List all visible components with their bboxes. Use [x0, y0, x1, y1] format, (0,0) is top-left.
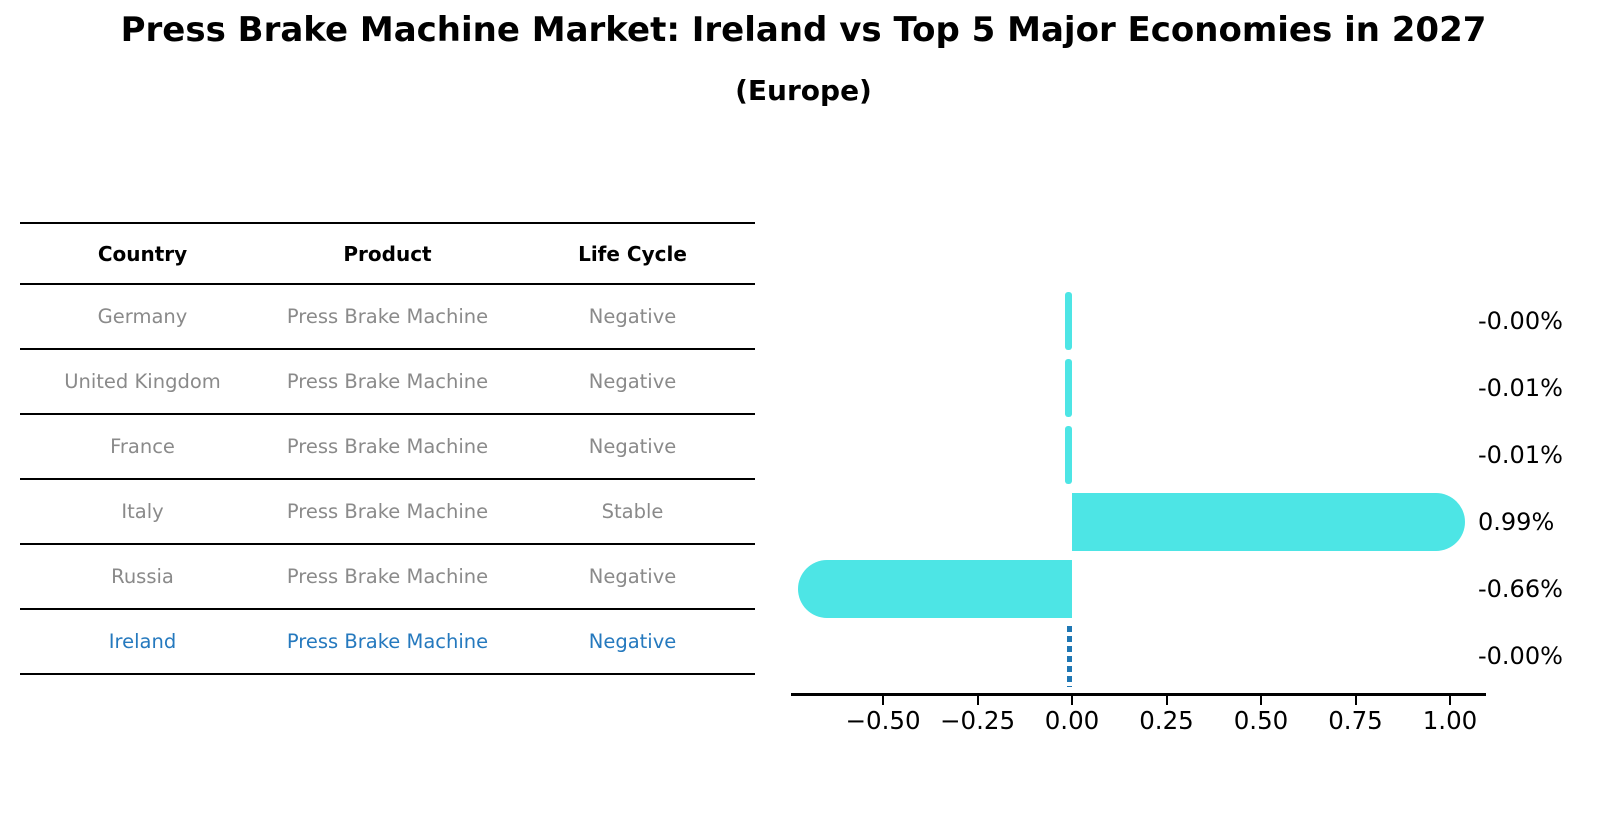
table-cell-country: Russia: [20, 544, 265, 610]
table-cell-product: Press Brake Machine: [265, 609, 510, 675]
table-row: Russia Press Brake Machine Negative: [20, 544, 755, 610]
bar-value-label: -0.00%: [1478, 306, 1563, 335]
x-axis: [791, 693, 1486, 696]
table-cell-product: Press Brake Machine: [265, 414, 510, 480]
table-body: Germany Press Brake Machine Negative United…: [20, 284, 755, 675]
table-cell-product: Press Brake Machine: [265, 284, 510, 350]
x-tick: [882, 696, 885, 705]
table-cell-country: Italy: [20, 479, 265, 545]
table-cell-country: Ireland: [20, 609, 265, 675]
table-cell-country: Germany: [20, 284, 265, 350]
table-cell-country: United Kingdom: [20, 349, 265, 415]
x-tick-label: −0.50: [845, 706, 921, 735]
x-tick: [976, 696, 979, 705]
table-cell-product: Press Brake Machine: [265, 544, 510, 610]
column-header: Country: [20, 223, 265, 285]
bar-value-label: -0.01%: [1478, 440, 1563, 469]
table-cell-life_cycle: Negative: [510, 544, 755, 610]
x-tick-label: 0.50: [1233, 706, 1289, 735]
x-tick: [1449, 696, 1452, 705]
column-header: Product: [265, 223, 510, 285]
table-cell-life_cycle: Negative: [510, 284, 755, 350]
bar-value-label: -0.01%: [1478, 373, 1563, 402]
bar: [1065, 358, 1072, 417]
table-header-row: Country Product Life Cycle: [20, 223, 755, 285]
table-cell-product: Press Brake Machine: [265, 479, 510, 545]
table-cell-life_cycle: Negative: [510, 609, 755, 675]
bar: [1072, 492, 1466, 551]
x-tick-label: 1.00: [1422, 706, 1478, 735]
country-table: Country Product Life Cycle Germany Press Br…: [20, 222, 755, 675]
bar: [797, 559, 1072, 618]
x-tick-label: 0.00: [1044, 706, 1100, 735]
table-cell-life_cycle: Stable: [510, 479, 755, 545]
table-cell-life_cycle: Negative: [510, 414, 755, 480]
bar-value-label: 0.99%: [1478, 507, 1555, 536]
x-tick-label: 0.25: [1139, 706, 1194, 735]
column-header: Life Cycle: [510, 223, 755, 285]
table-cell-country: France: [20, 414, 265, 480]
bar-value-label: -0.66%: [1478, 574, 1563, 603]
x-tick: [1260, 696, 1263, 705]
x-tick: [1165, 696, 1168, 705]
bar: [1065, 425, 1072, 484]
bar-value-label: -0.00%: [1478, 641, 1563, 670]
x-tick-label: −0.25: [939, 706, 1016, 735]
table-row: Ireland Press Brake Machine Negative: [20, 609, 755, 675]
table-header: Country Product Life Cycle: [20, 223, 755, 285]
table-row: Germany Press Brake Machine Negative: [20, 284, 755, 350]
table-cell-product: Press Brake Machine: [265, 349, 510, 415]
table-row: France Press Brake Machine Negative: [20, 414, 755, 480]
table-row: Italy Press Brake Machine Stable: [20, 479, 755, 545]
bar: [1065, 291, 1072, 350]
x-tick: [1354, 696, 1357, 705]
table-row: United Kingdom Press Brake Machine Negativ…: [20, 349, 755, 415]
table-cell-life_cycle: Negative: [510, 349, 755, 415]
chart-title: Press Brake Machine Market: Ireland vs T…: [120, 10, 1487, 50]
chart-subtitle: (Europe): [735, 74, 872, 107]
x-tick-label: 0.75: [1328, 706, 1383, 735]
highlight-dashed-bar: [1067, 625, 1072, 687]
x-tick: [1071, 696, 1074, 705]
